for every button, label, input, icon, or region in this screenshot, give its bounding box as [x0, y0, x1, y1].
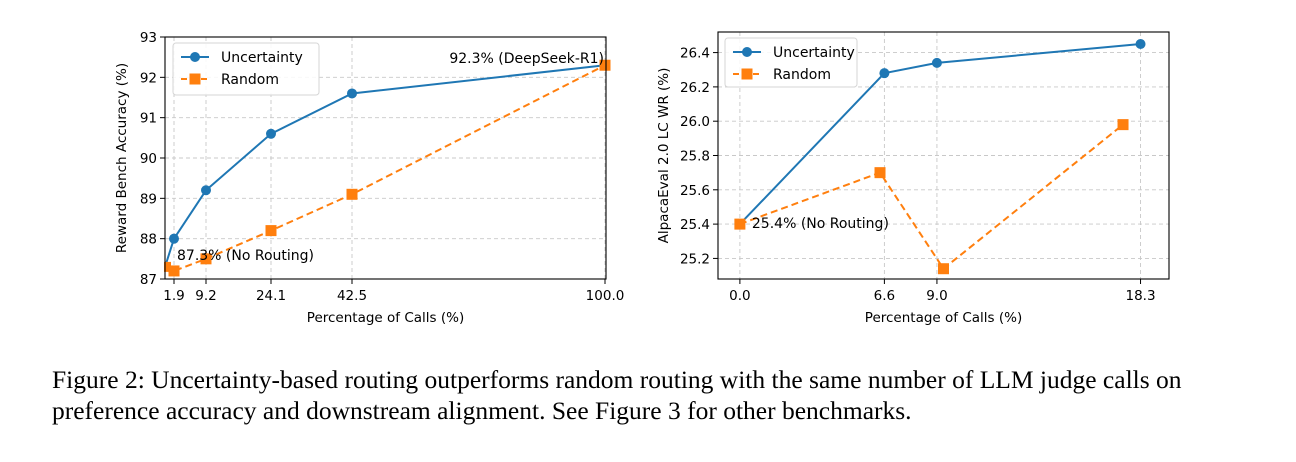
marker-uncertainty — [1135, 39, 1146, 50]
marker-random — [938, 263, 949, 275]
annotation-label: 25.4% (No Routing) — [752, 216, 889, 232]
y-tick-label: 26.4 — [680, 46, 710, 62]
marker-random — [346, 188, 358, 200]
legend-label-random: Random — [221, 72, 279, 88]
x-tick-label: 0.0 — [729, 288, 750, 304]
legend-marker-uncertainty — [742, 47, 752, 57]
marker-random — [200, 253, 212, 265]
y-axis-label: Reward Bench Accuracy (%) — [114, 63, 130, 253]
y-tick-label: 26.0 — [680, 114, 710, 130]
marker-uncertainty — [266, 128, 276, 139]
x-axis-label: Percentage of Calls (%) — [307, 310, 464, 326]
legend-marker-uncertainty — [190, 52, 200, 62]
legend-label-uncertainty: Uncertainty — [773, 45, 855, 61]
legend-box — [172, 42, 320, 96]
legend-marker-random — [741, 68, 753, 80]
y-tick-label: 91 — [140, 111, 157, 127]
marker-random — [265, 225, 277, 237]
y-tick-label: 89 — [140, 191, 157, 207]
x-tick-label: 1.9 — [163, 288, 184, 304]
marker-uncertainty — [931, 57, 942, 68]
series-line-random — [164, 64, 606, 273]
legend-label-random: Random — [773, 67, 831, 83]
marker-random — [168, 265, 180, 277]
y-tick-label: 26.2 — [680, 80, 710, 96]
y-tick-label: 25.2 — [680, 251, 710, 267]
x-tick-label: 100.0 — [586, 288, 625, 304]
x-axis-label: Percentage of Calls (%) — [865, 310, 1022, 326]
y-tick-label: 25.6 — [680, 183, 710, 199]
x-tick-label: 9.0 — [926, 288, 947, 304]
marker-uncertainty — [169, 233, 179, 244]
y-tick-label: 93 — [140, 30, 157, 46]
legend-marker-random — [189, 73, 201, 85]
y-tick-label: 25.4 — [680, 217, 710, 233]
y-tick-label: 25.8 — [680, 149, 710, 165]
series-line-random — [739, 123, 1124, 271]
marker-uncertainty — [347, 88, 357, 99]
marker-random — [874, 167, 886, 179]
marker-uncertainty — [879, 68, 890, 79]
y-axis-label: AlpacaEval 2.0 LC WR (%) — [656, 68, 672, 244]
marker-random — [734, 218, 746, 230]
x-tick-label: 9.2 — [195, 288, 216, 304]
annotation-label: 92.3% (DeepSeek-R1) — [449, 51, 604, 67]
marker-random-origin — [164, 261, 171, 272]
legend: Uncertainty Random — [724, 37, 858, 88]
marker-uncertainty — [201, 185, 211, 196]
x-tick-label: 6.6 — [874, 288, 895, 304]
chart-reward-bench: 1.9 9.2 24.1 42.5 100.0 87 88 89 90 91 92 93 Percent… — [114, 30, 624, 326]
annotation-label: 87.3% (No Routing) — [177, 248, 314, 264]
x-tick-label: 18.3 — [1126, 288, 1156, 304]
legend-label-uncertainty: Uncertainty — [221, 50, 303, 66]
marker-random — [599, 59, 611, 71]
y-tick-label: 87 — [140, 272, 157, 288]
figure-caption: Figure 2: Uncertainty-based routing outp… — [52, 365, 1182, 425]
chart-alpacaeval: 0.0 6.6 9.0 18.3 25.2 25.4 25.6 25.8 26.0 26.2 26.… — [656, 31, 1170, 326]
x-tick-label: 24.1 — [256, 288, 286, 304]
y-tick-label: 92 — [140, 70, 157, 86]
marker-random — [1117, 119, 1129, 131]
x-tick-label: 42.5 — [337, 288, 367, 304]
y-tick-label: 88 — [140, 232, 157, 248]
y-tick-label: 90 — [140, 151, 157, 167]
legend: Uncertainty Random — [172, 42, 320, 96]
series-line-uncertainty — [739, 43, 1141, 225]
